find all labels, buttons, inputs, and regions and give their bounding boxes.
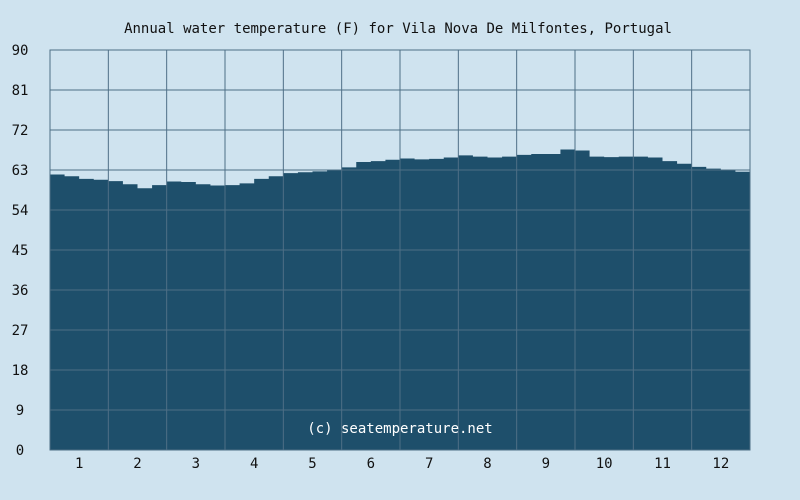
y-tick-label: 63 [12,163,29,179]
x-tick-label: 3 [192,456,200,472]
y-tick-label: 81 [12,83,29,99]
y-axis: 0 9 18 27 36 45 54 63 72 81 90 [12,43,29,459]
x-tick-label: 8 [483,456,491,472]
plot-area [49,49,751,451]
x-tick-label: 9 [542,456,550,472]
x-tick-label: 6 [367,456,375,472]
y-tick-label: 9 [16,403,24,419]
y-tick-label: 36 [12,283,29,299]
y-tick-label: 45 [12,243,29,259]
y-tick-label: 90 [12,43,29,59]
x-tick-label: 12 [712,456,729,472]
watermark: (c) seatemperature.net [307,421,492,437]
x-tick-label: 10 [596,456,613,472]
x-tick-label: 1 [75,456,83,472]
x-tick-label: 11 [654,456,671,472]
x-tick-label: 5 [308,456,316,472]
plot-border [49,49,751,451]
y-tick-label: 54 [12,203,29,219]
x-tick-label: 4 [250,456,258,472]
y-tick-label: 72 [12,123,29,139]
x-tick-label: 7 [425,456,433,472]
x-tick-label: 2 [133,456,141,472]
x-axis: 1 2 3 4 5 6 7 8 9 10 11 12 [75,456,729,472]
y-tick-label: 18 [12,363,29,379]
y-tick-label: 0 [16,443,24,459]
y-tick-label: 27 [12,323,29,339]
chart-title: Annual water temperature (F) for Vila No… [124,21,672,37]
